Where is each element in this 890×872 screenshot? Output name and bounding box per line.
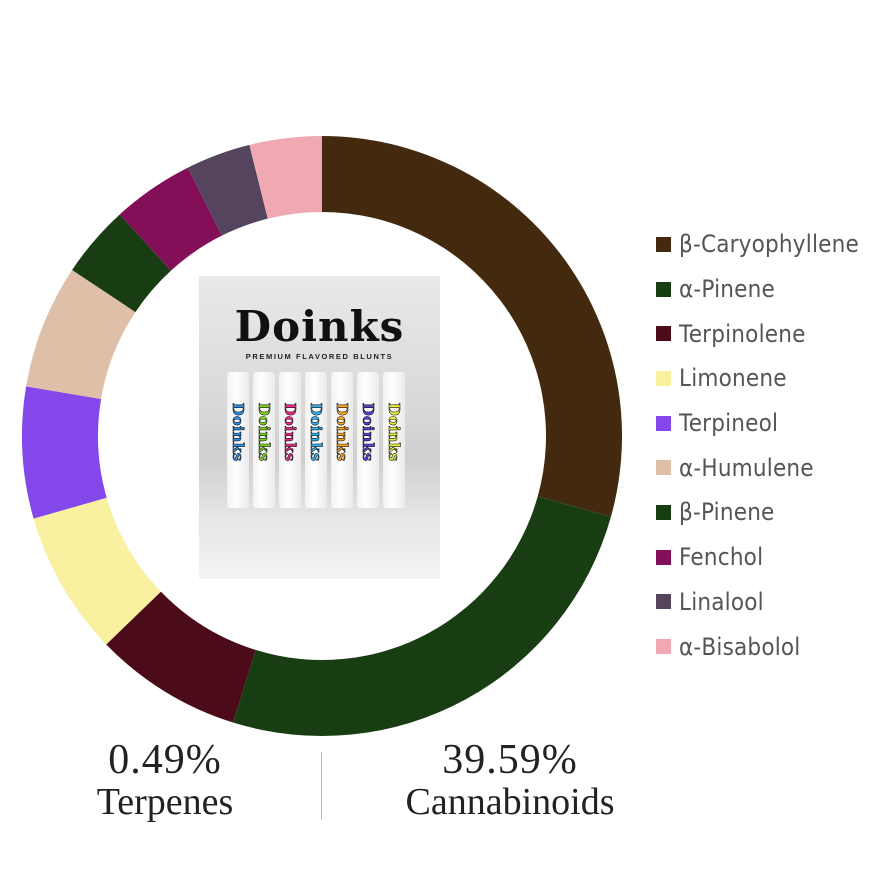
legend-item: Terpinolene [656,311,879,356]
legend-label: Limonene [679,364,787,393]
legend-swatch [656,281,671,297]
legend-swatch [656,326,671,342]
legend-label: α-Humulene [679,453,814,482]
product-tube: Doinks [357,372,379,508]
donut-slice-caryophyllene [322,136,622,517]
legend-label: Terpinolene [679,319,806,348]
product-logo: Doinks [234,302,405,351]
stats-divider [321,752,322,820]
cannabinoids-value: 39.59% [442,737,578,783]
legend-label: α-Bisabolol [679,632,801,661]
product-tube: Doinks [305,372,327,508]
product-tagline: PREMIUM FLAVORED BLUNTS [245,352,394,361]
legend-swatch [656,594,671,610]
product-image: Doinks PREMIUM FLAVORED BLUNTS Doinks Doi… [199,276,440,579]
legend-label: α-Pinene [679,275,775,304]
donut-slice-pinene [72,214,171,313]
terpenes-stat: 0.49% Terpenes [60,738,270,822]
product-tube: Doinks [383,372,405,508]
terpenes-label: Terpenes [96,781,234,823]
product-tube: Doinks [279,372,301,508]
donut-slice-terpinolene [106,591,256,723]
donut-slice-limonene [33,497,161,645]
tube-logo: Doinks [229,402,248,462]
product-tube: Doinks [253,372,275,508]
tube-logo: Doinks [333,402,352,462]
donut-slice-terpineol [22,386,107,519]
donut-slice-pinene [233,496,611,736]
legend-item: α-Humulene [656,445,879,490]
terpenes-value: 0.49% [108,737,222,783]
legend-swatch [656,504,671,520]
legend-swatch [656,415,671,431]
product-tubes: Doinks Doinks Doinks Doinks Doinks Doinks Doin… [227,372,405,508]
legend-swatch [656,236,671,252]
legend-swatch [656,370,671,386]
legend-item: Linalool [656,580,879,625]
tube-logo: Doinks [255,402,274,462]
legend-item: Limonene [656,356,879,401]
legend-item: Terpineol [656,401,879,446]
product-tube: Doinks [227,372,249,508]
legend-label: Linalool [679,587,764,616]
legend-label: Fenchol [679,543,764,572]
donut-slice-bisabolol [249,136,322,219]
legend-item: β-Caryophyllene [656,222,879,267]
product-tube: Doinks [331,372,353,508]
cannabinoids-label: Cannabinoids [405,781,615,823]
tube-logo: Doinks [281,402,300,462]
legend-item: α-Pinene [656,267,879,312]
legend-swatch [656,460,671,476]
legend-label: β-Pinene [679,498,775,527]
legend-swatch [656,639,671,655]
legend-label: Terpineol [679,409,779,438]
legend-item: α-Bisabolol [656,624,879,669]
tube-logo: Doinks [307,402,326,462]
chart-legend: β-Caryophyllene α-Pinene Terpinolene Limone… [656,222,879,669]
legend-label: β-Caryophyllene [679,230,859,259]
tube-logo: Doinks [359,402,378,462]
donut-slice-humulene [26,270,136,399]
legend-item: Fenchol [656,535,879,580]
donut-slice-linalool [187,144,268,236]
legend-item: β-Pinene [656,490,879,535]
donut-slice-fenchol [119,167,222,271]
cannabinoids-stat: 39.59% Cannabinoids [380,738,640,822]
tube-logo: Doinks [385,402,404,462]
legend-swatch [656,549,671,565]
